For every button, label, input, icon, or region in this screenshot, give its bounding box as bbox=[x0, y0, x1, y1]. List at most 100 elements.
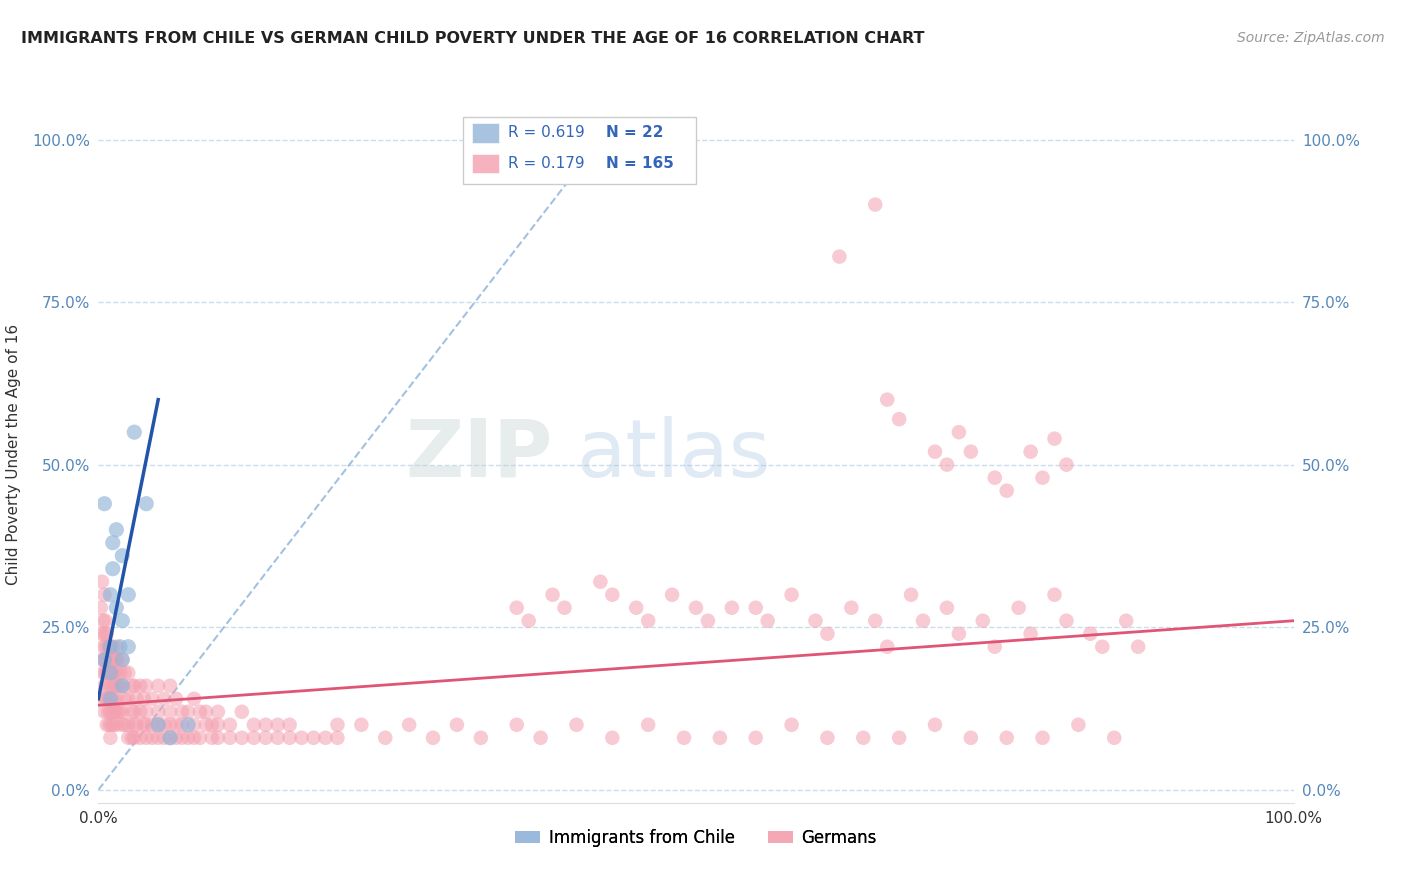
Point bbox=[94, 691, 117, 706]
Point bbox=[1067, 718, 1090, 732]
Point bbox=[243, 718, 266, 732]
Point bbox=[111, 679, 134, 693]
Point bbox=[105, 691, 128, 706]
Point bbox=[91, 665, 114, 680]
Point bbox=[101, 665, 124, 680]
Point bbox=[96, 691, 118, 706]
Point bbox=[124, 679, 146, 693]
Point bbox=[207, 705, 229, 719]
Point bbox=[153, 691, 176, 706]
Point bbox=[948, 626, 970, 640]
Text: N = 22: N = 22 bbox=[606, 125, 664, 140]
Point bbox=[101, 640, 124, 654]
Point bbox=[97, 705, 120, 719]
Point bbox=[721, 600, 744, 615]
Point bbox=[1032, 731, 1054, 745]
Point bbox=[104, 653, 127, 667]
Point bbox=[159, 731, 181, 745]
Point bbox=[815, 626, 838, 640]
Point bbox=[602, 588, 624, 602]
Point bbox=[936, 600, 959, 615]
Point bbox=[661, 588, 683, 602]
Point bbox=[984, 471, 1007, 485]
Point bbox=[177, 705, 200, 719]
Point bbox=[984, 640, 1007, 654]
Point bbox=[117, 640, 139, 654]
Point bbox=[124, 425, 146, 439]
Point bbox=[93, 626, 115, 640]
Point bbox=[153, 718, 176, 732]
Point bbox=[108, 705, 131, 719]
Point bbox=[100, 691, 122, 706]
Point bbox=[117, 588, 139, 602]
Point bbox=[100, 718, 122, 732]
Point bbox=[207, 718, 229, 732]
Point bbox=[219, 731, 242, 745]
Point bbox=[111, 653, 134, 667]
Point bbox=[117, 731, 139, 745]
Point bbox=[254, 731, 277, 745]
Point bbox=[108, 665, 131, 680]
Point bbox=[159, 679, 181, 693]
Point bbox=[107, 679, 129, 693]
Point bbox=[188, 731, 211, 745]
Point bbox=[98, 653, 122, 667]
Point bbox=[135, 705, 157, 719]
Point bbox=[97, 679, 120, 693]
Point bbox=[114, 691, 136, 706]
Point bbox=[148, 679, 170, 693]
Point bbox=[326, 718, 349, 732]
Point bbox=[111, 679, 134, 693]
Point bbox=[108, 679, 131, 693]
FancyBboxPatch shape bbox=[472, 123, 499, 143]
Point bbox=[1032, 471, 1054, 485]
Point bbox=[101, 535, 124, 549]
Point bbox=[1128, 640, 1150, 654]
Point bbox=[111, 653, 134, 667]
Point bbox=[94, 614, 117, 628]
Point bbox=[121, 705, 143, 719]
Point bbox=[91, 691, 114, 706]
Point bbox=[172, 731, 194, 745]
Point bbox=[278, 731, 301, 745]
Point bbox=[111, 549, 134, 563]
Point bbox=[103, 665, 125, 680]
Point bbox=[94, 640, 117, 654]
Text: R = 0.619: R = 0.619 bbox=[509, 125, 585, 140]
Point bbox=[105, 640, 128, 654]
Point bbox=[129, 679, 152, 693]
Point bbox=[125, 691, 148, 706]
Point bbox=[1115, 614, 1137, 628]
Legend: Immigrants from Chile, Germans: Immigrants from Chile, Germans bbox=[509, 822, 883, 854]
Point bbox=[506, 718, 529, 732]
Point bbox=[111, 614, 134, 628]
Point bbox=[565, 718, 588, 732]
Point bbox=[148, 705, 170, 719]
Point bbox=[97, 640, 120, 654]
Point bbox=[117, 718, 139, 732]
Point bbox=[470, 731, 492, 745]
Text: Source: ZipAtlas.com: Source: ZipAtlas.com bbox=[1237, 31, 1385, 45]
Point bbox=[374, 731, 396, 745]
Point bbox=[105, 665, 128, 680]
Point bbox=[637, 614, 659, 628]
Point bbox=[93, 705, 115, 719]
Text: IMMIGRANTS FROM CHILE VS GERMAN CHILD POVERTY UNDER THE AGE OF 16 CORRELATION CH: IMMIGRANTS FROM CHILE VS GERMAN CHILD PO… bbox=[21, 31, 925, 46]
Point bbox=[350, 718, 373, 732]
Point bbox=[446, 718, 468, 732]
Point bbox=[148, 731, 170, 745]
Point bbox=[141, 718, 163, 732]
Point bbox=[135, 679, 157, 693]
Point bbox=[685, 600, 707, 615]
Point bbox=[121, 731, 143, 745]
Point bbox=[98, 718, 121, 732]
Point bbox=[183, 731, 205, 745]
Point bbox=[121, 679, 143, 693]
Point bbox=[201, 718, 224, 732]
Point bbox=[865, 197, 887, 211]
Point bbox=[589, 574, 612, 589]
Point bbox=[91, 626, 114, 640]
Point bbox=[93, 653, 115, 667]
Point bbox=[165, 691, 187, 706]
Point bbox=[98, 640, 121, 654]
